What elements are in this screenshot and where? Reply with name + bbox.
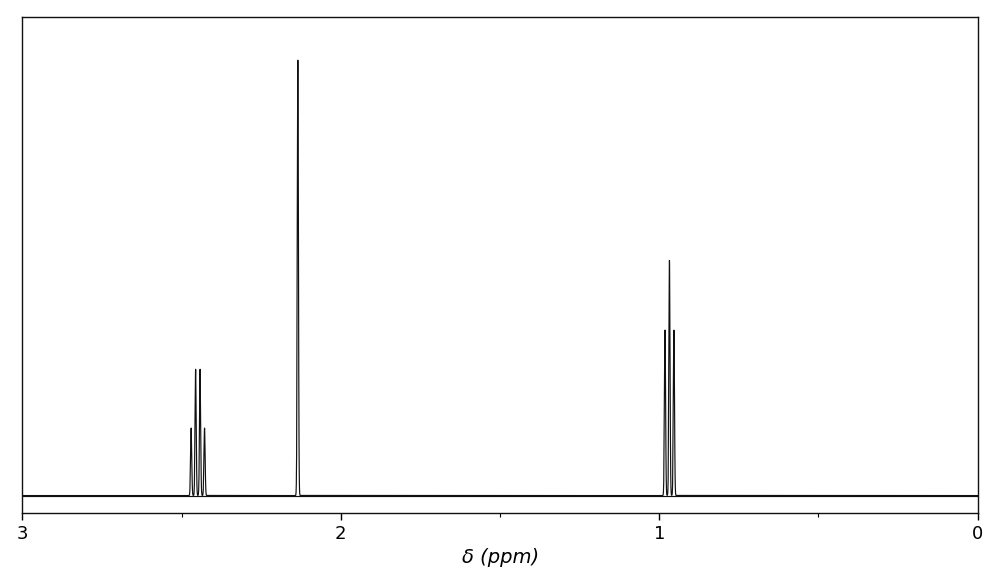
X-axis label: δ (ppm): δ (ppm) (462, 548, 539, 567)
